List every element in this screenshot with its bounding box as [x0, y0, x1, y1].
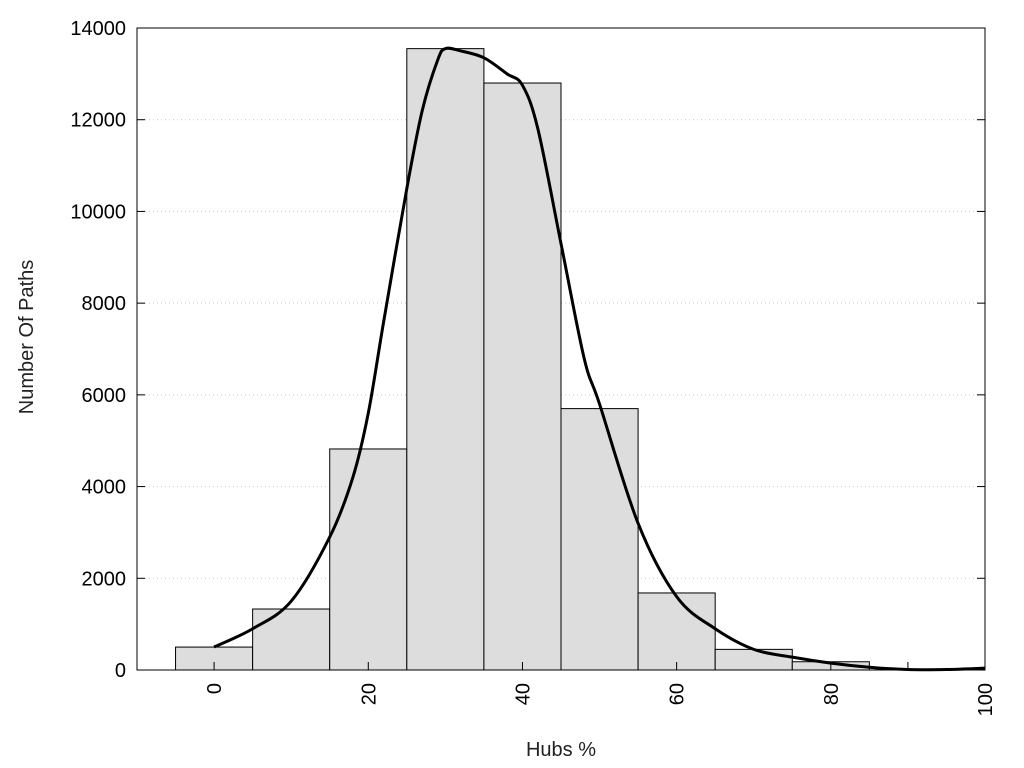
density-curve [213, 46, 986, 672]
plot-area-frame [136, 27, 986, 671]
bar-40 [483, 82, 562, 671]
y-tick-label-10000: 10000 [70, 201, 126, 223]
x-tick-label-40: 40 [512, 683, 534, 705]
density-curve-layer [213, 46, 986, 672]
y-tick-label-6000: 6000 [82, 385, 127, 407]
y-tick-label-0: 0 [115, 660, 126, 682]
y-axis-title: Number Of Paths [16, 260, 38, 415]
x-axis-title: Hubs % [526, 739, 596, 761]
histogram-bars [175, 48, 870, 671]
bar-60 [637, 592, 716, 671]
x-tick-label-20: 20 [358, 683, 380, 705]
y-tick-label-2000: 2000 [82, 568, 127, 590]
y-tick-label-8000: 8000 [82, 293, 127, 315]
bar-30 [406, 48, 485, 671]
y-tick-label-4000: 4000 [82, 477, 127, 499]
y-tick-label-14000: 14000 [70, 18, 126, 40]
bar-70 [714, 648, 793, 671]
x-tick-label-100: 100 [975, 683, 997, 716]
axis-ticks: 0 2000 4000 6000 8000 10000 12000 14000 0 20 40 60 8… [70, 18, 997, 716]
y-tick-label-12000: 12000 [70, 110, 126, 132]
x-tick-label-60: 60 [667, 683, 689, 705]
bar-50 [560, 408, 639, 671]
x-tick-label-0: 0 [204, 683, 226, 694]
bar-10 [252, 608, 331, 671]
bar-20 [329, 448, 408, 671]
x-tick-label-80: 80 [821, 683, 843, 705]
